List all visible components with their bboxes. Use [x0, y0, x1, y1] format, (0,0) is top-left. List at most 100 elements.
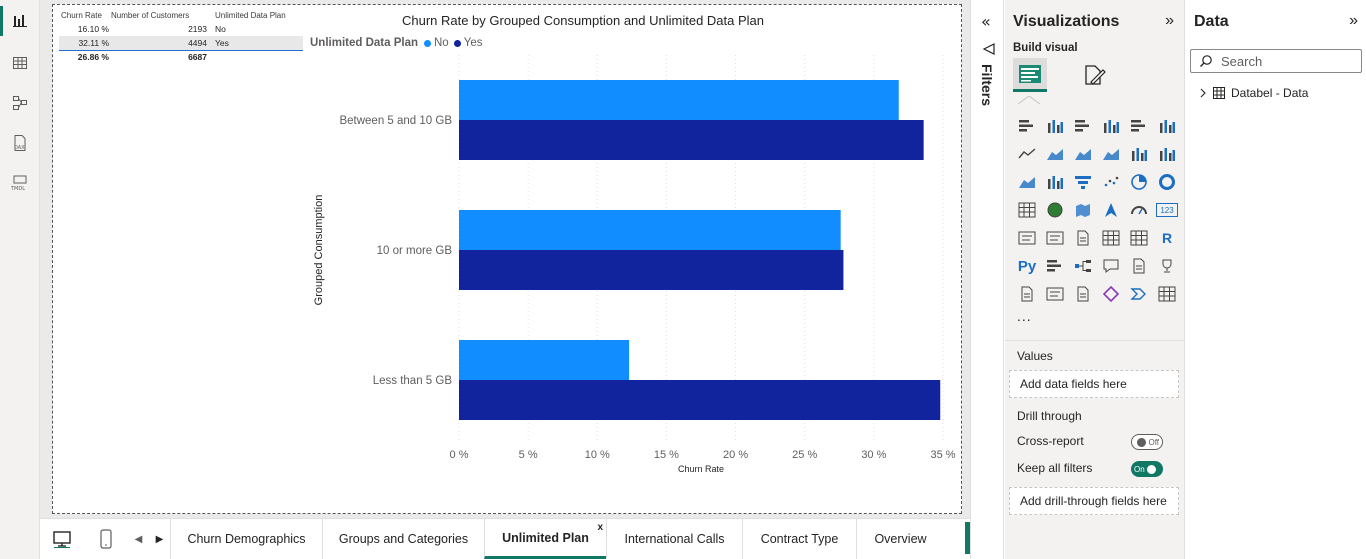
clustered-bar-icon[interactable] [1069, 112, 1097, 140]
100-column-icon[interactable] [1153, 112, 1181, 140]
kpi-icon[interactable] [1041, 224, 1069, 252]
report-view-icon[interactable] [0, 4, 40, 38]
table-header-cell[interactable]: Churn Rate [61, 11, 102, 21]
collapse-visualizations-icon[interactable]: » [1165, 12, 1174, 29]
bar-no-1[interactable] [459, 210, 841, 250]
filters-label[interactable]: Filters [979, 64, 995, 107]
desktop-layout-button[interactable] [40, 519, 84, 559]
scatter-icon[interactable] [1097, 168, 1125, 196]
decomposition-tree-icon[interactable] [1069, 252, 1097, 280]
next-page-icon[interactable]: ▶ [155, 533, 164, 545]
tmdl-view-icon[interactable]: TMDL [0, 166, 40, 200]
more-visuals-icon[interactable]: ... [1017, 308, 1032, 324]
values-well[interactable]: Add data fields here [1009, 370, 1179, 398]
keep-all-filters-toggle[interactable]: On [1131, 461, 1163, 477]
model-view-icon[interactable] [0, 86, 40, 120]
collapse-data-icon[interactable]: » [1349, 12, 1358, 29]
build-visual-tab[interactable] [1013, 58, 1047, 92]
page-tab[interactable]: International Calls [606, 519, 742, 559]
multirow-card-icon[interactable] [1013, 224, 1041, 252]
line-chart-icon[interactable] [1013, 140, 1041, 168]
drill-through-well[interactable]: Add drill-through fields here [1009, 487, 1179, 515]
line-stacked-icon[interactable] [1013, 168, 1041, 196]
data-table-item[interactable]: Databel - Data [1198, 86, 1308, 100]
gauge-icon[interactable] [1125, 196, 1153, 224]
key-influencers-icon[interactable] [1041, 252, 1069, 280]
more-visual-icon[interactable] [1153, 280, 1181, 308]
y-tick-label: Less than 5 GB [373, 375, 453, 387]
chevron-right-icon[interactable] [1198, 88, 1208, 98]
expand-panes-icon[interactable]: « [981, 12, 991, 31]
r-visual-icon[interactable]: R [1161, 230, 1173, 246]
mobile-layout-button[interactable] [84, 519, 128, 559]
data-search-input[interactable]: Search [1190, 49, 1362, 73]
table-view-icon[interactable] [0, 46, 40, 80]
area-chart-icon[interactable] [1041, 140, 1069, 168]
clustered-column-icon[interactable] [1097, 112, 1125, 140]
bar-chart[interactable]: 0 % 5 % 10 % 15 % 20 % 25 % 30 % 35 % Churn Rate… [53, 5, 961, 513]
values-label: Values [1017, 349, 1053, 363]
waterfall-icon[interactable] [1125, 140, 1153, 168]
power-apps-icon[interactable] [1097, 280, 1125, 308]
bar-yes-1[interactable] [459, 250, 844, 290]
search-icon [1200, 55, 1212, 67]
100-bar-icon[interactable] [1125, 112, 1153, 140]
column-line-icon[interactable] [1041, 168, 1069, 196]
filters-pane[interactable]: « Filters [970, 0, 1004, 559]
python-visual-icon[interactable]: Py [1017, 257, 1037, 275]
bar-no-0[interactable] [459, 80, 899, 120]
slicer-icon[interactable] [1069, 224, 1097, 252]
table-header-cell[interactable]: Number of Customers [111, 11, 190, 21]
cross-report-toggle[interactable]: Off [1131, 434, 1163, 450]
table-row[interactable]: 32.11 % 4494 Yes [59, 36, 303, 50]
table-header-cell[interactable]: Unlimited Data Plan [215, 11, 286, 21]
y-tick-label: Between 5 and 10 GB [339, 115, 452, 127]
churn-table-visual[interactable]: Churn Rate Number of Customers Unlimited… [59, 9, 303, 63]
legend-dot-no [424, 39, 431, 47]
legend-item-yes[interactable]: Yes [453, 37, 482, 49]
paginated-report-icon[interactable] [1013, 280, 1041, 308]
bar-no-2[interactable] [459, 340, 630, 380]
azure-map-icon[interactable] [1097, 196, 1125, 224]
legend-item-no[interactable]: No [424, 37, 449, 49]
card-icon[interactable]: 123 [1156, 203, 1178, 217]
prev-page-icon[interactable]: ◀ [134, 533, 143, 545]
format-visual-tab[interactable] [1077, 58, 1111, 92]
donut-icon[interactable] [1153, 168, 1181, 196]
matrix-icon[interactable] [1125, 224, 1153, 252]
map-icon[interactable] [1041, 196, 1069, 224]
narrative-icon[interactable] [1125, 252, 1153, 280]
treemap-icon[interactable] [1013, 196, 1041, 224]
page-tab[interactable]: Unlimited Plan x [484, 519, 606, 559]
bar-yes-2[interactable] [459, 380, 941, 420]
table-row[interactable]: 16.10 % 2193 No [59, 23, 303, 37]
legend-dot-yes [453, 39, 461, 47]
report-page[interactable]: Churn Rate Number of Customers Unlimited… [52, 4, 962, 514]
page-tab[interactable]: Contract Type [742, 519, 856, 559]
toggle-knob [1146, 464, 1156, 474]
filled-map-icon[interactable] [1069, 196, 1097, 224]
stacked-area-icon[interactable] [1069, 140, 1097, 168]
page-tab[interactable]: Churn Demographics [170, 519, 322, 559]
table-cell: No [215, 24, 226, 35]
page-tab-label: Groups and Categories [338, 532, 469, 546]
ribbon-icon[interactable] [1097, 140, 1125, 168]
power-automate-icon[interactable] [1125, 280, 1153, 308]
page-tab-label: Overview [874, 532, 927, 546]
stacked-bar-icon[interactable] [1013, 112, 1041, 140]
bar-yes-0[interactable] [459, 120, 924, 160]
funnel-icon[interactable] [1069, 168, 1097, 196]
table-icon[interactable] [1097, 224, 1125, 252]
line-column-icon[interactable] [1153, 140, 1181, 168]
page-tab[interactable]: Overview [856, 519, 944, 559]
metrics-icon[interactable] [1069, 280, 1097, 308]
stacked-column-icon[interactable] [1041, 112, 1069, 140]
close-page-icon[interactable]: x [597, 522, 603, 533]
page-tab[interactable]: Groups and Categories [322, 519, 484, 559]
goals-icon[interactable] [1153, 252, 1181, 280]
chart-legend[interactable]: Unlimited Data Plan No Yes [310, 37, 487, 49]
pie-icon[interactable] [1125, 168, 1153, 196]
dax-query-view-icon[interactable]: DAX [0, 126, 40, 160]
smart-narrative-icon[interactable] [1041, 280, 1069, 308]
qna-icon[interactable] [1097, 252, 1125, 280]
